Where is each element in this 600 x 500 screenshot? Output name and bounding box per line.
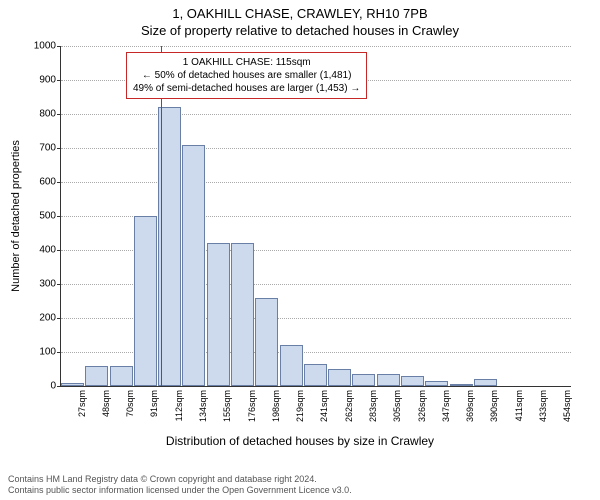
histogram-bar [85,366,108,386]
histogram-bar [134,216,157,386]
xtick-label: 369sqm [465,390,475,422]
xtick-label: 454sqm [562,390,572,422]
ytick-label: 400 [21,245,56,256]
histogram-bar [401,376,424,386]
annotation-line3: 49% of semi-detached houses are larger (… [133,82,360,95]
histogram-bar [450,384,473,386]
ytick-label: 1000 [21,41,56,52]
chart-container: 1, OAKHILL CHASE, CRAWLEY, RH10 7PB Size… [0,0,600,500]
histogram-bar [61,383,84,386]
histogram-bar [328,369,351,386]
histogram-bar [280,345,303,386]
xtick-label: 326sqm [417,390,427,422]
histogram-bar [255,298,278,386]
annotation-box: 1 OAKHILL CHASE: 115sqm← 50% of detached… [126,52,367,99]
xtick-label: 176sqm [247,390,257,422]
histogram-bar [158,107,181,386]
histogram-bar [182,145,205,386]
footer-line1: Contains HM Land Registry data © Crown c… [8,474,352,485]
ytick-label: 600 [21,177,56,188]
gridline [61,46,571,47]
ytick-mark [57,46,61,47]
xtick-label: 241sqm [319,390,329,422]
ytick-mark [57,352,61,353]
ytick-label: 700 [21,143,56,154]
xtick-label: 219sqm [295,390,305,422]
ytick-label: 200 [21,313,56,324]
ytick-mark [57,318,61,319]
histogram-bar [352,374,375,386]
xtick-label: 91sqm [149,390,159,417]
annotation-line1: 1 OAKHILL CHASE: 115sqm [133,56,360,69]
histogram-bar [474,379,497,386]
chart-title-line2: Size of property relative to detached ho… [0,21,600,38]
ytick-label: 500 [21,211,56,222]
ytick-mark [57,250,61,251]
ytick-label: 100 [21,347,56,358]
ytick-label: 900 [21,75,56,86]
plot-area: 0100200300400500600700800900100027sqm48s… [60,46,571,387]
xtick-label: 27sqm [77,390,87,417]
xtick-label: 48sqm [101,390,111,417]
gridline [61,182,571,183]
ytick-mark [57,284,61,285]
xtick-label: 305sqm [392,390,402,422]
xtick-label: 347sqm [441,390,451,422]
ytick-mark [57,386,61,387]
ytick-mark [57,114,61,115]
xtick-label: 112sqm [174,390,184,421]
histogram-bar [304,364,327,386]
xtick-label: 433sqm [538,390,548,422]
xtick-label: 283sqm [368,390,378,422]
xtick-label: 155sqm [222,390,232,422]
histogram-bar [207,243,230,386]
annotation-line2: ← 50% of detached houses are smaller (1,… [133,69,360,82]
ytick-label: 800 [21,109,56,120]
ytick-mark [57,182,61,183]
ytick-mark [57,80,61,81]
footer-line2: Contains public sector information licen… [8,485,352,496]
x-axis-label: Distribution of detached houses by size … [0,434,600,448]
chart-title-line1: 1, OAKHILL CHASE, CRAWLEY, RH10 7PB [0,0,600,21]
xtick-label: 411sqm [514,390,524,421]
histogram-bar [425,381,448,386]
footer-attribution: Contains HM Land Registry data © Crown c… [8,474,352,496]
xtick-label: 134sqm [198,390,208,422]
ytick-mark [57,148,61,149]
xtick-label: 390sqm [489,390,499,422]
xtick-label: 262sqm [344,390,354,422]
xtick-label: 70sqm [125,390,135,417]
histogram-bar [231,243,254,386]
ytick-label: 300 [21,279,56,290]
histogram-bar [110,366,133,386]
ytick-mark [57,216,61,217]
xtick-label: 198sqm [271,390,281,422]
gridline [61,148,571,149]
histogram-bar [377,374,400,386]
gridline [61,114,571,115]
ytick-label: 0 [21,381,56,392]
